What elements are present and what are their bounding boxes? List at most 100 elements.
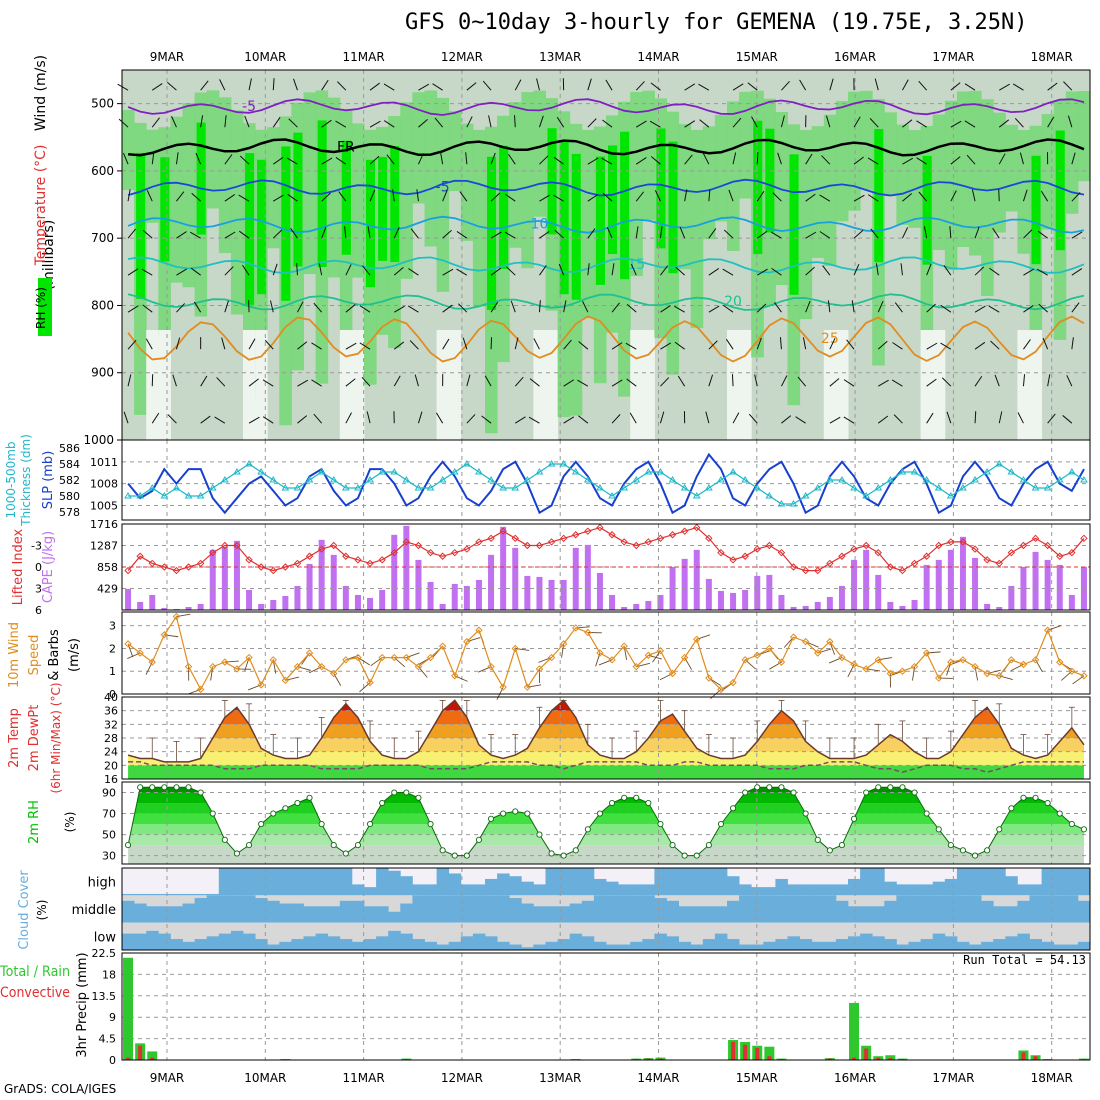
cape-bar	[149, 594, 156, 610]
thickness-point	[511, 484, 520, 491]
precip-convective-bar	[888, 1058, 893, 1060]
wind-speed-point	[584, 628, 592, 637]
rh-point	[548, 850, 555, 857]
wind-barb	[123, 411, 129, 424]
cloud-cover-cell	[1005, 936, 1018, 950]
thickness-axis-label-2: Thickness (dm)	[19, 434, 33, 527]
cloud-cover-cell	[739, 895, 752, 923]
rh-point	[754, 784, 761, 791]
wind-barb	[393, 305, 405, 313]
cloud-cover-cell	[327, 868, 341, 896]
wind-barb	[167, 414, 177, 424]
wind-barb	[941, 377, 952, 387]
cape-bar	[536, 576, 543, 610]
wind-barb	[269, 300, 274, 313]
cloud-cover-cell	[775, 895, 788, 923]
cloud-cover-cell	[400, 933, 413, 950]
lifted-index-point	[293, 559, 302, 568]
cape-bar	[657, 594, 664, 610]
date-label-top: 15MAR	[736, 50, 778, 64]
wind-speed-point	[148, 658, 156, 666]
wind-barb	[587, 228, 596, 239]
cloud-cover-cell	[533, 906, 546, 923]
rh-saturated-column	[366, 159, 376, 288]
wind-barb	[805, 300, 811, 313]
cloud-axis-label: Cloud Cover	[17, 870, 32, 950]
cloud-cover-cell	[218, 868, 232, 896]
wind-barb	[797, 376, 807, 387]
wind-barb	[432, 83, 443, 91]
thickness-point	[354, 484, 362, 491]
wind-barb	[950, 120, 962, 128]
wind-speed-point	[777, 658, 786, 666]
rh-saturated-column	[1055, 130, 1065, 251]
cloud-cover-cell	[134, 903, 147, 923]
lifted-index-point	[269, 566, 277, 575]
cloud-cover-cell	[557, 906, 571, 923]
cape-bar	[693, 549, 700, 610]
wind-barb	[722, 304, 734, 313]
wind-speed-point	[257, 681, 265, 689]
cloud-cover-cell	[134, 933, 147, 950]
rh-saturated-column	[257, 159, 267, 295]
thickness-point	[559, 460, 568, 467]
wind-barb	[514, 416, 526, 424]
wind-speed-point	[523, 683, 532, 691]
cloud-cover-cell	[267, 900, 280, 923]
rh-saturated-column	[595, 156, 605, 285]
lifted-index-point	[680, 527, 689, 535]
thickness-point	[971, 476, 979, 483]
wind-barb	[998, 189, 1000, 202]
cloud-cover-cell	[884, 900, 897, 923]
wind-barb	[393, 375, 401, 387]
wind-barb	[940, 342, 952, 350]
isotherm-label: -5	[242, 99, 256, 115]
wind-barb	[853, 194, 865, 202]
wind-speed-point	[886, 669, 895, 678]
cloud-cover-cell	[158, 933, 171, 950]
wind-barb	[684, 154, 693, 165]
wind-barb	[705, 411, 710, 424]
cloud-cover-cell	[860, 933, 873, 950]
footer-credit: GrADS: COLA/IGES	[4, 1082, 117, 1096]
cloud-cover-cell	[1077, 941, 1091, 950]
wind-speed-point	[862, 665, 870, 673]
wind-barb	[345, 264, 352, 276]
wind-barb	[272, 194, 284, 202]
cloud-cover-cell	[388, 930, 401, 950]
rh-point	[633, 794, 640, 801]
lifted-index-point	[572, 531, 580, 539]
rh-moist-column	[424, 90, 438, 247]
rh-point	[863, 789, 870, 796]
rh-point	[657, 821, 664, 828]
wind-barb	[393, 341, 405, 350]
wind-barb	[1019, 152, 1024, 165]
cape-bar	[645, 600, 652, 610]
rh-moist-column	[122, 110, 135, 190]
rh-saturated-column	[499, 145, 509, 269]
cloud-cover-cell	[1053, 944, 1067, 950]
wind-barb	[870, 228, 879, 239]
wind-barb	[195, 152, 202, 165]
wind-barb	[1047, 413, 1056, 424]
wind-speed-point	[342, 656, 350, 664]
cloud-cover-cell	[521, 881, 534, 896]
wind-barb	[1040, 190, 1049, 202]
cloud-cover-cell	[835, 939, 849, 950]
date-label-bottom: 10MAR	[244, 1071, 286, 1085]
wind-barb	[974, 305, 986, 313]
cloud-cover-cell	[424, 941, 437, 950]
cloud-cover-cell	[351, 941, 365, 950]
lifted-index-point	[463, 545, 471, 553]
wind-barb	[407, 305, 419, 313]
wind-speed-point	[221, 658, 229, 666]
wind-barb	[506, 266, 516, 276]
cloud-cover-cell	[896, 944, 909, 950]
lifted-index-point	[729, 556, 737, 564]
cloud-cover-cell	[618, 884, 631, 896]
rh-point	[125, 842, 132, 849]
wind-units-axis-label: (m/s)	[67, 638, 82, 672]
lifted-index-point	[1019, 541, 1028, 550]
wind-speed-point	[1056, 658, 1064, 666]
thickness-tick-label: 582	[59, 474, 80, 487]
